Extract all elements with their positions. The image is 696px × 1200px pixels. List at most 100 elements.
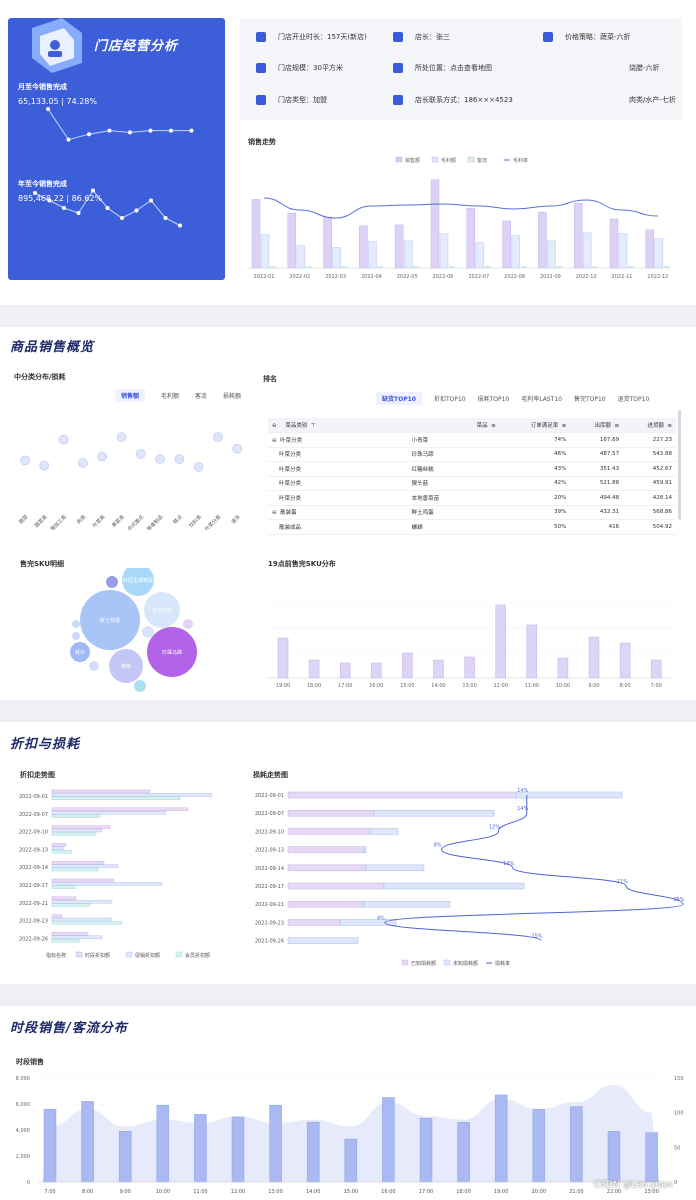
calendar-icon	[256, 32, 266, 42]
rank-tab-discount[interactable]: 折扣TOP10	[433, 396, 466, 403]
sales-bar	[394, 224, 404, 269]
rank-header-rate[interactable]: 订单满足率 ≡	[499, 418, 571, 433]
period-x-label: 18:00	[456, 1189, 470, 1195]
table-row[interactable]: 散装成品 螺蛳 50% 416 504.92	[268, 519, 676, 535]
period-sales-bar	[118, 1131, 132, 1183]
discount-bar	[51, 793, 213, 797]
rank-header-in[interactable]: 进货额 ≡	[623, 418, 676, 433]
info-price-meat: 肉类/水产-七折	[629, 95, 676, 105]
table-row[interactable]: 叶菜分类 珍珠马蹄 46% 487.57 543.88	[268, 447, 676, 462]
scatter-tab-loss[interactable]: 损耗额	[223, 393, 242, 400]
table-row[interactable]: 叶菜分类 本地香菜苗 20% 494.48 428.14	[268, 490, 676, 506]
rank-tab-loss[interactable]: 损耗TOP10	[477, 396, 510, 403]
period-x-label: 14:00	[306, 1189, 320, 1195]
year-point	[47, 198, 52, 203]
cell-in: 568.86	[623, 505, 676, 520]
month-point	[189, 128, 194, 133]
loss-date-label: 2022-09-23	[255, 920, 284, 926]
table-row[interactable]: 叶菜分类 猴头菇 42% 521.88 459.91	[268, 476, 676, 491]
period-sales-chart: 8,000 6,000 4,000 2,000 0 150 100 50 0 7:00 8:00 9:…	[16, 1076, 684, 1195]
sku-bar	[402, 652, 413, 679]
period-x-label: 12:00	[231, 1189, 245, 1195]
rank-header-item[interactable]: 菜品 ≡	[351, 418, 500, 433]
bubble-label: 珍珠马蹄	[162, 649, 182, 656]
rank-scrollbar[interactable]	[678, 410, 681, 520]
table-row[interactable]: ⊖ 叶菜分类 小青菜 74% 167.69 227.23	[268, 432, 676, 448]
x-tick-label: 2022-11	[612, 274, 633, 280]
y-right-label: 100	[674, 1111, 684, 1117]
rank-tab-stockout[interactable]: 缺货TOP10	[376, 392, 422, 405]
discount-bar	[51, 903, 91, 907]
watermark: CSDN @Leo.yuan	[594, 1180, 673, 1190]
period-sales-bar	[269, 1105, 282, 1183]
sku-bar	[371, 662, 382, 679]
rank-tab-margin[interactable]: 毛利率LAST10	[521, 396, 562, 403]
store-icon	[256, 95, 266, 105]
legend-label: 时段折扣额	[85, 952, 110, 959]
x-tick-label: 2022-08	[504, 274, 525, 280]
cell-out: 351.43	[570, 461, 624, 477]
loss-date-label: 2022-09-13	[255, 848, 284, 854]
discount-bar	[51, 828, 103, 833]
profit-bar	[439, 233, 449, 269]
rank-header-cat[interactable]: ⊖ 菜品类别 ⊤	[268, 418, 352, 433]
info-open-duration: 门店开业时长：157天(新店)	[256, 32, 367, 42]
cell-item: 小青菜	[351, 432, 500, 448]
header-card-decoration	[32, 18, 194, 228]
profit-bar	[260, 234, 270, 269]
period-chart-title: 时段销售	[16, 1058, 44, 1066]
scatter-tab-profit[interactable]: 毛利额	[161, 393, 180, 400]
info-location[interactable]: 所处位置：点击查看地图	[393, 63, 492, 73]
period-sales-bar	[645, 1132, 658, 1183]
period-x-label: 11:00	[193, 1189, 207, 1195]
rank-table-wrap[interactable]: ⊖ 菜品类别 ⊤ 菜品 ≡ 订单满足率 ≡ 出库额 ≡ 进货额 ≡ ⊖ 叶菜分类…	[268, 418, 676, 540]
period-sales-bar	[419, 1118, 433, 1183]
legend-swatch	[125, 951, 133, 958]
table-row[interactable]: ⊖ 散装蛋 鲜土鸡蛋 39% 432.31 568.86	[268, 505, 676, 520]
year-point	[149, 198, 153, 203]
month-sparkline	[47, 108, 192, 141]
period-x-label: 15:00	[344, 1189, 358, 1195]
scatter-tab-traffic[interactable]: 客流	[195, 393, 208, 400]
legend-label: 促销折扣额	[135, 952, 160, 959]
loss-trend-title: 损耗走势图	[253, 771, 288, 779]
traffic-bar	[270, 266, 276, 268]
sales-bar	[323, 216, 332, 269]
bubble	[106, 576, 118, 588]
table-row[interactable]: 叶菜分类 红糖丝糕 43% 351.43 452.67	[268, 461, 676, 477]
info-text: 店长：张三	[415, 33, 450, 41]
scatter-point	[97, 451, 107, 462]
scatter-x-label: 蔬菜	[17, 513, 29, 525]
rank-header-out[interactable]: 出库额 ≡	[570, 418, 624, 433]
sku-x-label: 7:00	[651, 683, 662, 689]
scatter-tab-sales[interactable]: 销售额	[115, 389, 146, 402]
sku-bar	[588, 636, 600, 679]
traffic-bar	[556, 266, 563, 268]
year-point	[62, 206, 66, 210]
profit-bar	[511, 235, 520, 269]
sku-bar	[277, 637, 289, 679]
cell-category: 叶菜分类	[268, 461, 352, 477]
year-value: 895,468.22 | 86.62%	[18, 194, 103, 203]
unknown-loss-bar	[339, 919, 397, 926]
cell-category: 叶菜分类	[268, 490, 352, 506]
scatter-x-label: 糕点	[172, 513, 184, 525]
sku-bar	[308, 659, 320, 679]
rank-tab-return[interactable]: 退货TOP10	[617, 396, 650, 403]
bubble	[109, 649, 143, 683]
year-point	[178, 223, 182, 228]
known-loss-bar	[287, 809, 375, 817]
loss-rate-label: 13%	[503, 861, 514, 867]
info-text: 门店规模：30平方米	[278, 64, 343, 72]
info-text[interactable]: 所处位置：点击查看地图	[415, 64, 492, 72]
period-sales-bar	[344, 1138, 358, 1183]
year-point	[76, 211, 81, 215]
scatter-point	[20, 455, 30, 466]
discount-date-label: 2022-09-21	[19, 901, 48, 907]
discount-bar	[51, 938, 81, 943]
y-right-label: 50	[674, 1145, 680, 1151]
rank-tab-soldout[interactable]: 售完TOP10	[573, 396, 606, 403]
sku-x-label: 18:00	[307, 683, 321, 689]
profit-bar	[654, 238, 664, 269]
